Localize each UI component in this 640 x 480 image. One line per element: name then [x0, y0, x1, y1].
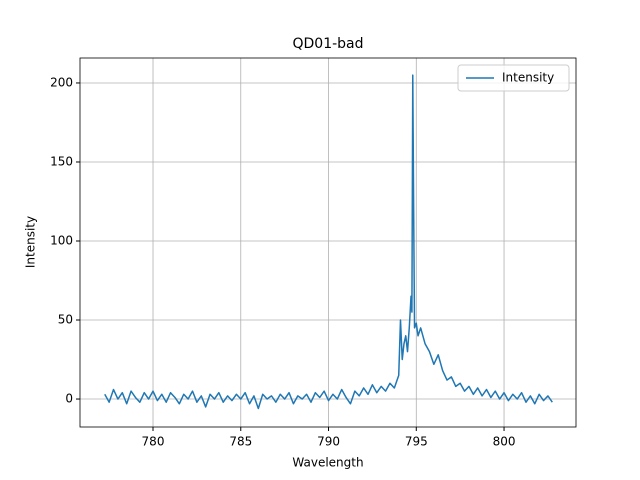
y-tick-label: 0: [65, 392, 73, 406]
x-tick-label: 795: [405, 435, 428, 449]
data-line: [104, 74, 553, 410]
y-axis-label: Intensity: [24, 216, 38, 268]
y-tick-label: 150: [50, 154, 73, 168]
x-tick-label: 785: [229, 435, 252, 449]
x-tick-label: 790: [317, 435, 340, 449]
axes-frame: [79, 57, 577, 428]
y-tick-label: 100: [50, 233, 73, 247]
y-tick-label: 50: [58, 313, 73, 327]
x-tick-label: 780: [142, 435, 165, 449]
x-axis-label: Wavelength: [292, 456, 363, 470]
chart-title: QD01-bad: [292, 36, 363, 52]
x-tick-label: 800: [493, 435, 516, 449]
legend-box: [457, 64, 570, 92]
y-tick-label: 200: [50, 75, 73, 89]
legend-label: Intensity: [502, 71, 554, 85]
